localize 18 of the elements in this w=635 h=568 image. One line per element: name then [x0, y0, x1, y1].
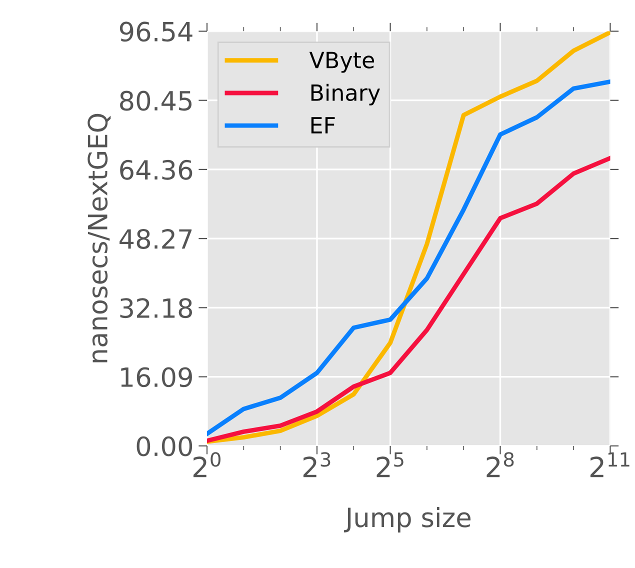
y-tick-label: 80.45 [120, 90, 192, 111]
y-tick-label: 32.18 [120, 298, 192, 318]
line-series [207, 156, 610, 443]
x-axis-title: Jump size [344, 506, 470, 533]
x-tick-label: 2$^{5}$ [376, 452, 404, 478]
y-tick-label: 48.27 [120, 229, 192, 249]
legend-label: EF [311, 117, 335, 134]
legend-label: VByte [309, 52, 374, 73]
y-tick-label: 96.54 [120, 22, 192, 42]
x-tick-label: 2$^{11}$ [590, 452, 630, 478]
x-tick-label: 2$^{0}$ [193, 452, 220, 478]
y-tick-label: 64.36 [120, 160, 192, 180]
y-tick-label: 0.00 [136, 436, 192, 456]
y-tick-label: 16.09 [121, 367, 192, 388]
legend-label: Binary [311, 84, 380, 106]
x-tick-label: 2$^{3}$ [303, 452, 330, 478]
y-axis-title: nanosecs/NextGEQ [88, 114, 111, 362]
x-tick-label: 2$^{8}$ [486, 452, 514, 478]
